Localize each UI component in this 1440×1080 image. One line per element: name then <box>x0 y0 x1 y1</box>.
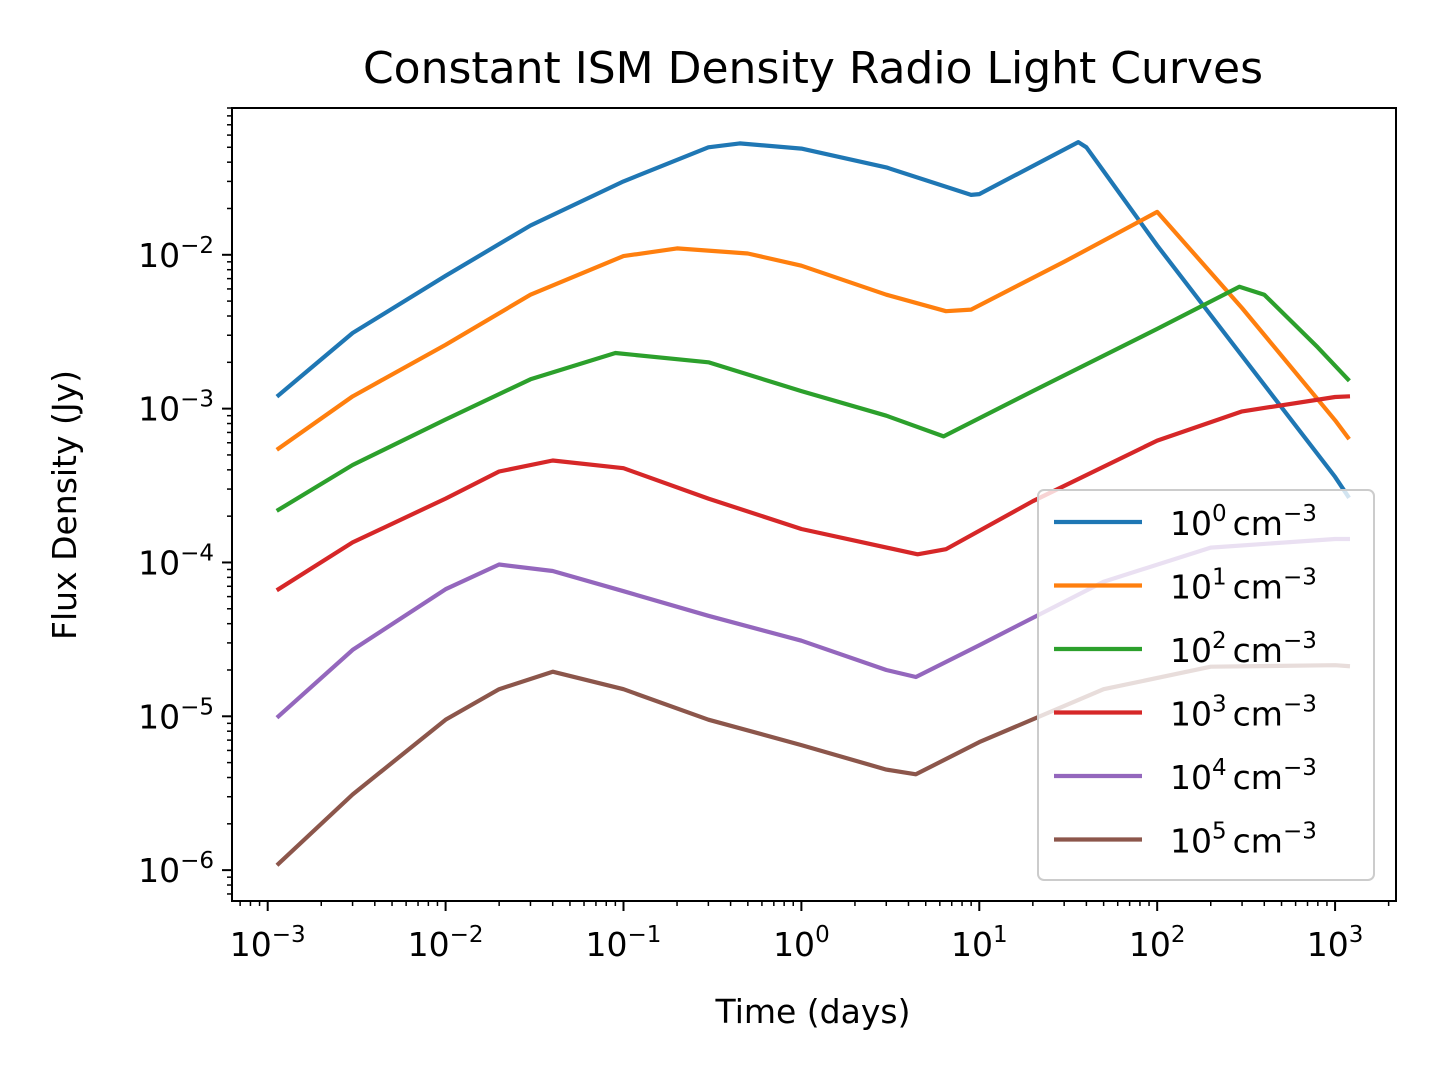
legend-label: 102 cm−3 <box>1170 628 1317 670</box>
series-line-1 <box>275 209 1351 452</box>
legend-label-exponent: 1 <box>1212 565 1227 591</box>
legend-label-unit: cm <box>1233 758 1283 797</box>
y-tick-label-exponent: −6 <box>180 848 214 874</box>
axis-ticks: 10−3 10−2 10−1 100 101 102 10310−610−510−410−3… <box>138 107 1390 964</box>
x-tick-label-exponent: −3 <box>272 922 306 948</box>
y-tick-label-base: 10 <box>138 236 180 275</box>
legend-label: 104 cm−3 <box>1170 755 1317 797</box>
series-line-2 <box>275 284 1351 513</box>
x-tick-label-exponent: 0 <box>815 922 830 948</box>
legend-label-exponent: 2 <box>1212 628 1227 654</box>
legend-label-unit: cm <box>1233 568 1283 607</box>
x-tick-label-base: 10 <box>586 925 628 964</box>
legend-label-base: 10 <box>1170 758 1212 797</box>
y-tick-label-base: 10 <box>138 543 180 582</box>
series-line-0 <box>275 140 1351 500</box>
series-line-3 <box>275 394 1351 593</box>
legend-label: 103 cm−3 <box>1170 692 1317 734</box>
x-tick-label: 10−2 <box>408 922 484 964</box>
x-tick-label-exponent: −2 <box>450 922 484 948</box>
legend-label-base: 10 <box>1170 695 1212 734</box>
x-tick-label: 10−3 <box>230 922 306 964</box>
y-tick-label-exponent: −2 <box>180 233 214 259</box>
x-tick-label-base: 10 <box>773 925 815 964</box>
legend-label-unit: cm <box>1233 631 1283 670</box>
x-tick-label-exponent: 1 <box>993 922 1008 948</box>
x-axis-label: Time (days) <box>715 992 911 1031</box>
plot-frame <box>231 107 1397 902</box>
x-tick-label-base: 10 <box>1129 925 1171 964</box>
x-tick-label-base: 10 <box>408 925 450 964</box>
legend-label-base: 10 <box>1170 631 1212 670</box>
x-tick-label: 102 <box>1129 922 1186 964</box>
x-tick-label-exponent: 3 <box>1349 922 1364 948</box>
legend-label-unit-exponent: −3 <box>1283 565 1317 591</box>
y-tick-label-exponent: −3 <box>180 387 214 413</box>
y-axis-label: Flux Density (Jy) <box>45 370 84 640</box>
legend-label-exponent: 5 <box>1212 819 1227 845</box>
chart-title: Constant ISM Density Radio Light Curves <box>363 43 1263 94</box>
x-tick-label: 10−1 <box>586 922 662 964</box>
legend-label: 100 cm−3 <box>1170 501 1317 543</box>
y-tick-label: 10−3 <box>138 387 214 429</box>
legend-label-unit: cm <box>1233 504 1283 543</box>
x-tick-label-base: 10 <box>1307 925 1349 964</box>
legend-label-exponent: 4 <box>1212 755 1227 781</box>
legend-label-unit-exponent: −3 <box>1283 501 1317 527</box>
y-tick-label: 10−6 <box>138 848 214 890</box>
legend-label-unit-exponent: −3 <box>1283 628 1317 654</box>
legend-label-base: 10 <box>1170 822 1212 861</box>
series-lines <box>275 140 1351 867</box>
y-tick-label-base: 10 <box>138 851 180 890</box>
legend-label-exponent: 0 <box>1212 501 1227 527</box>
y-tick-label: 10−4 <box>138 540 214 582</box>
y-tick-label-exponent: −4 <box>180 540 214 566</box>
legend-label-unit-exponent: −3 <box>1283 755 1317 781</box>
x-tick-label: 103 <box>1307 922 1364 964</box>
y-tick-label: 10−5 <box>138 694 214 736</box>
y-tick-label-exponent: −5 <box>180 694 214 720</box>
x-tick-label-base: 10 <box>951 925 993 964</box>
legend-label-unit-exponent: −3 <box>1283 819 1317 845</box>
legend-label-exponent: 3 <box>1212 692 1227 718</box>
legend-label: 101 cm−3 <box>1170 565 1317 607</box>
x-tick-label: 101 <box>951 922 1008 964</box>
y-tick-label-base: 10 <box>138 390 180 429</box>
legend-label-unit-exponent: −3 <box>1283 692 1317 718</box>
plot-lines <box>275 140 1351 867</box>
x-tick-label-base: 10 <box>230 925 272 964</box>
legend-label: 105 cm−3 <box>1170 819 1317 861</box>
y-tick-label-base: 10 <box>138 697 180 736</box>
x-tick-label-exponent: −1 <box>628 922 662 948</box>
legend-label-base: 10 <box>1170 504 1212 543</box>
x-tick-label-exponent: 2 <box>1171 922 1186 948</box>
legend-label-base: 10 <box>1170 568 1212 607</box>
x-tick-label: 100 <box>773 922 830 964</box>
legend-label-unit: cm <box>1233 695 1283 734</box>
y-tick-label: 10−2 <box>138 233 214 275</box>
legend-label-unit: cm <box>1233 822 1283 861</box>
